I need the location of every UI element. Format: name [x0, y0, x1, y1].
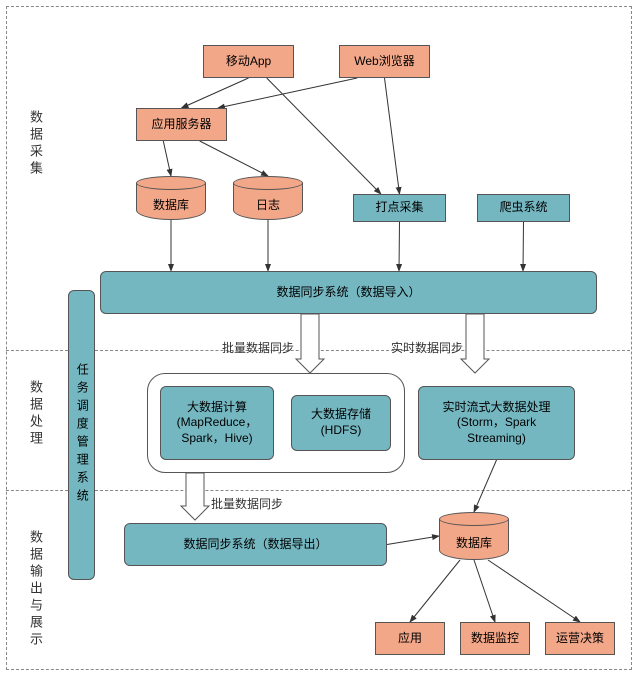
arrow-11 [474, 460, 497, 512]
node-mobile-label: 移动App [226, 54, 271, 70]
node-log-label: 日志 [256, 196, 280, 213]
node-stream-label: 实时流式大数据处理 (Storm，Spark Streaming) [442, 400, 550, 447]
arrow-layer [0, 0, 636, 674]
node-tap-label: 打点采集 [375, 200, 423, 216]
node-crawler-label: 爬虫系统 [499, 200, 547, 216]
node-tap: 打点采集 [353, 194, 446, 222]
node-mr: 大数据计算 (MapReduce， Spark，Hive) [160, 386, 274, 460]
diagram-canvas: 数据采集数据处理数据输出与展示 移动App Web浏览器应用服务器数据库 日志 打点采集… [0, 0, 636, 674]
section-divider [95, 490, 630, 491]
node-appsrv-label: 应用服务器 [151, 117, 211, 133]
arrow-9 [523, 222, 524, 271]
arrow-4 [163, 141, 171, 176]
node-sched-label: 任务调度管理系统 [74, 363, 90, 507]
node-mr-label: 大数据计算 (MapReduce， Spark，Hive) [177, 400, 258, 447]
node-monitor-label: 数据监控 [471, 631, 519, 647]
edge-label-batch1: 批量数据同步 [222, 339, 294, 356]
node-browser-label: Web浏览器 [354, 54, 414, 70]
section-divider [95, 350, 630, 351]
node-db2-cap [439, 512, 509, 526]
node-hdfs: 大数据存储 (HDFS) [291, 395, 391, 451]
arrow-3 [385, 78, 400, 194]
section-label-process: 数据处理 [26, 380, 45, 448]
node-decision-label: 运营决策 [556, 631, 604, 647]
arrow-12 [387, 536, 439, 545]
node-crawler: 爬虫系统 [477, 194, 570, 222]
node-syncout: 数据同步系统（数据导出） [124, 523, 387, 566]
arrow-13 [410, 560, 460, 622]
node-syncout-label: 数据同步系统（数据导出） [183, 537, 327, 553]
node-db1-label: 数据库 [153, 196, 189, 213]
node-stream: 实时流式大数据处理 (Storm，Spark Streaming) [418, 386, 575, 460]
edge-label-batch2: 批量数据同步 [211, 495, 283, 512]
arrow-5 [200, 141, 268, 176]
node-browser: Web浏览器 [339, 45, 430, 78]
big-arrow-1 [461, 314, 489, 373]
edge-label-realtime: 实时数据同步 [391, 339, 463, 356]
section-label-output: 数据输出与展示 [26, 530, 45, 649]
node-db1-cap [136, 176, 206, 190]
node-appsrv: 应用服务器 [136, 108, 227, 141]
outer-dashed-border [6, 6, 632, 670]
arrow-8 [399, 222, 400, 271]
node-monitor: 数据监控 [460, 622, 530, 655]
node-log-cap [233, 176, 303, 190]
big-arrow-2 [181, 473, 209, 520]
section-label-collect: 数据采集 [26, 110, 45, 178]
node-db2-label: 数据库 [456, 534, 492, 551]
arrow-14 [474, 560, 495, 622]
arrow-0 [182, 78, 249, 108]
node-app-label: 应用 [398, 631, 422, 647]
section-divider [6, 350, 68, 351]
node-syncin: 数据同步系统（数据导入） [100, 271, 597, 314]
node-hdfs-label: 大数据存储 (HDFS) [311, 407, 371, 438]
arrow-1 [218, 78, 357, 108]
node-app: 应用 [375, 622, 445, 655]
node-syncin-label: 数据同步系统（数据导入） [276, 285, 420, 301]
node-sched: 任务调度管理系统 [68, 290, 95, 580]
node-mobile: 移动App [203, 45, 294, 78]
section-divider [6, 490, 68, 491]
arrow-15 [488, 560, 580, 622]
big-arrow-0 [296, 314, 324, 373]
node-decision: 运营决策 [545, 622, 615, 655]
